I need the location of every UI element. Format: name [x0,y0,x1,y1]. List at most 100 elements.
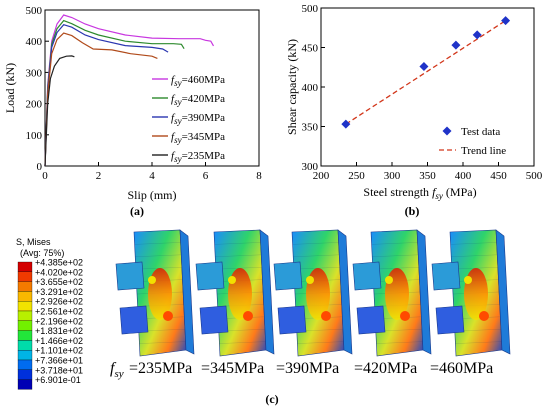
mesh-line [219,341,266,344]
colorbar-value-4: +2.926e+02 [35,297,83,307]
series-marks-b [341,16,511,129]
colorbar-value-9: +1.101e+02 [35,346,83,356]
caption-3: =420MPa [354,360,417,377]
y-tick-label-a: 400 [26,36,43,48]
colorbar-swatch-10 [17,359,33,370]
stress-spot [148,276,156,284]
plot-area-b [320,7,535,167]
x-tick-label-b: 200 [313,170,330,182]
colorbar-swatch-12 [17,379,33,390]
fem-model-2 [273,229,353,357]
mesh-line [293,254,340,257]
legend-b: Test data Trend line [439,126,506,157]
mesh-line [371,242,418,245]
y-tick-label-a: 500 [26,5,43,17]
axis-ticks-b: 200 250 300 350 400 450 500 300 350 400 450 500 [302,3,543,182]
front-plate-lower [277,305,307,335]
front-plate-upper [115,261,145,291]
colorbar-swatch-6 [17,320,33,331]
side-flange [416,229,432,355]
legend-label-trend-line: Trend line [461,145,506,157]
front-plate-lower [199,305,229,335]
ylabel-a: Load (kN) [3,63,17,113]
colorbar-swatch-5 [17,310,33,321]
mesh-line [214,242,261,245]
colorbar-swatch-4 [17,301,33,312]
colorbar-swatch-1 [17,271,33,282]
y-tick-label-b: 400 [302,82,319,94]
fem-model-1 [195,229,275,357]
x-tick-label-a: 2 [96,170,102,182]
y-tick-label-a: 100 [26,130,43,142]
mesh-line [292,242,339,245]
colorbar-swatch-2 [17,281,33,292]
legend-label-a-1: fsy=420MPa [171,93,225,107]
trend-line [345,20,506,125]
x-tick-label-b: 300 [384,170,401,182]
x-tick-label-b: 400 [455,170,472,182]
series-line-1 [44,19,185,167]
colorbar-value-12: +6.901e-01 [35,375,81,385]
caption-4: =460MPa [430,360,493,377]
mesh-line [135,254,182,257]
front-plate-upper [195,261,225,291]
mesh-line [134,242,181,245]
data-point-1 [419,61,429,71]
mesh-line [376,341,423,344]
stress-spot [321,311,331,321]
y-tick-label-a: 300 [26,67,43,79]
stress-spot [385,276,393,284]
plot-area-a [44,9,260,167]
ylabel-b: Shear capacity (kN) [285,39,299,135]
colorbar-value-5: +2.561e+02 [35,307,83,317]
colorbar-swatch-7 [17,330,33,341]
stress-spot [243,311,253,321]
panel-label-a: (a) [130,204,144,218]
shear-capacity-chart: 200 250 300 350 400 450 500 300 350 400 450 500 She… [285,3,543,218]
colorbar-value-3: +3.291e+02 [35,287,83,297]
caption-prefix: fsy [110,360,124,380]
side-flange [179,229,195,355]
x-tick-label-a: 6 [203,170,209,182]
mesh-line [451,254,498,257]
legend-label-a-0: fsy=460MPa [171,74,225,88]
colorbar-swatch-9 [17,350,33,361]
panel-label-b: (b) [405,204,420,218]
mesh-line [372,254,419,257]
y-tick-label-b: 350 [302,122,319,134]
series-line-3 [44,32,158,167]
x-tick-label-b: 350 [419,170,436,182]
front-plate-upper [273,261,303,291]
front-plate-upper [431,261,461,291]
fem-stress-contours: S, Mises (Avg: 75%) +4.385e+02+4.020e+02… [16,229,511,406]
colorbar-value-10: +7.366e+01 [35,356,83,366]
legend-a: fsy=460MPa fsy=420MPa fsy=390MPa fsy=345MPa… [152,74,225,164]
colorbar-title: S, Mises [16,237,51,247]
fem-model-0 [115,229,195,357]
mesh-line [450,242,497,245]
xlabel-a: Slip (mm) [127,188,176,202]
axis-ticks-a: 0 2 4 6 8 0 100 200 300 400 500 [26,5,263,182]
front-plate-lower [119,305,149,335]
colorbar-value-7: +1.831e+02 [35,326,83,336]
side-flange [259,229,275,355]
side-flange [337,229,353,355]
colorbar-swatch-8 [17,340,33,351]
side-flange [495,229,511,355]
colorbar-subtitle: (Avg: 75%) [20,248,64,258]
colorbar-value-8: +1.466e+02 [35,336,83,346]
legend-label-a-3: fsy=345MPa [171,131,225,145]
stress-spot [306,276,314,284]
stress-spot [163,311,173,321]
mesh-line [297,341,344,344]
colorbar-swatch-3 [17,291,33,302]
fem-captions: fsy =235MPa =345MPa =390MPa =420MPa =460MPa [110,360,493,380]
data-point-3 [472,30,482,40]
colorbar-value-2: +3.655e+02 [35,277,83,287]
stress-spot [464,276,472,284]
panel-label-c: (c) [265,392,278,406]
front-plate-lower [356,305,386,335]
stress-spot [479,311,489,321]
mesh-line [215,254,262,257]
